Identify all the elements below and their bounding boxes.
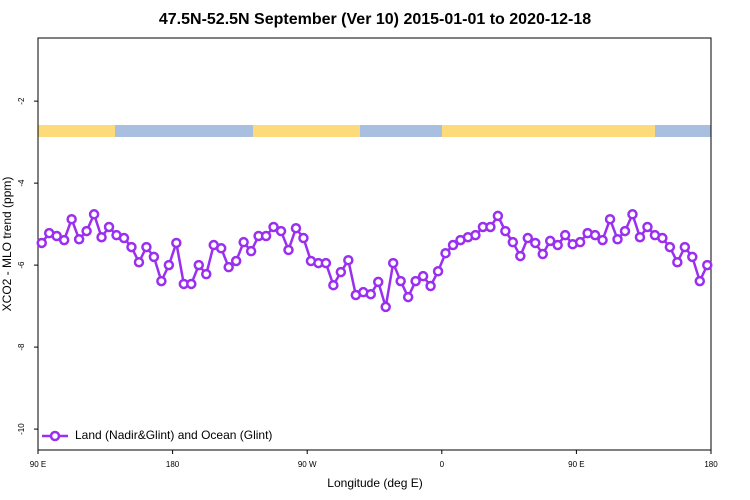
data-point [268,221,279,233]
data-point [103,221,115,233]
data-point [500,225,511,237]
legend-label: Land (Nadir&Glint) and Ocean (Glint) [75,428,272,442]
y-tick-label: -8 [17,343,26,351]
data-point [343,254,354,266]
data-point [223,261,234,273]
data-point [485,221,496,233]
data-point [171,237,182,249]
data-point [417,270,429,282]
data-point [672,256,683,268]
data-point [537,248,548,260]
y-tick-label: -4 [17,179,26,187]
data-point [156,275,167,287]
y-tick-label: -10 [17,423,26,435]
data-point [36,237,47,249]
data-point [66,213,77,225]
data-point [163,259,175,271]
plot-frame [37,37,712,451]
data-point [230,255,242,267]
y-tick-label: -2 [17,97,26,105]
data-point [193,259,205,271]
data-point [687,251,698,263]
data-point [73,234,85,245]
data-point [507,236,519,248]
data-point [530,237,541,249]
data-point [365,288,377,300]
data-point [679,241,691,253]
data-point [702,259,713,271]
data-point [118,232,130,244]
data-point [410,275,421,287]
data-point [186,278,197,290]
data-point [522,232,534,244]
data-point [298,232,309,244]
y-axis-label: XCO2 - MLO trend (ppm) [0,177,14,312]
data-point [283,244,294,256]
data-point [380,301,391,313]
data-point [372,276,384,288]
data-point [238,236,249,248]
data-point [395,275,406,287]
y-tick-label: -6 [17,261,26,269]
data-point [148,251,160,263]
data-point [492,210,504,222]
data-point [574,236,586,248]
data-point [133,256,145,268]
data-point [619,225,631,237]
data-point [402,291,414,303]
data-point [328,279,339,291]
data-point [612,234,623,245]
data-point [260,230,272,242]
data-point [642,221,653,233]
data-point [425,280,436,292]
x-tick-label: 180 [166,460,180,469]
data-point [387,257,399,269]
data-point [141,241,152,253]
data-point [657,232,668,244]
data-point [470,229,481,241]
chart-title: 47.5N-52.5N September (Ver 10) 2015-01-0… [159,11,591,28]
data-point [51,230,62,242]
x-tick-label: 0 [440,460,445,469]
data-point [201,268,212,280]
data-point [559,229,571,241]
data-point [88,209,100,220]
data-point [290,222,302,234]
x-tick-label: 180 [704,460,718,469]
data-point [335,266,347,278]
data-point [634,231,646,243]
x-tick-label: 90 E [30,460,46,469]
data-point [447,239,459,251]
data-point [440,247,451,259]
data-point [320,257,332,269]
data-point [627,209,638,220]
data-point [96,231,107,243]
data-point [432,266,444,277]
data-point [589,229,601,241]
data-point [275,225,287,237]
legend-marker [49,430,61,442]
x-tick-label: 90 E [568,460,584,469]
data-point [552,239,563,251]
data-point [544,235,556,247]
data-point [694,275,706,287]
data-point [215,243,227,254]
data-point [515,250,526,262]
data-point [604,213,616,225]
data-point [126,241,137,253]
data-point [597,234,608,246]
data-point [245,245,257,257]
land-ocean-strip [38,125,711,137]
x-tick-label: 90 W [298,460,317,469]
data-point [58,234,70,246]
data-point [81,225,92,237]
data-point [664,241,676,253]
x-axis-label: Longitude (deg E) [327,476,422,490]
